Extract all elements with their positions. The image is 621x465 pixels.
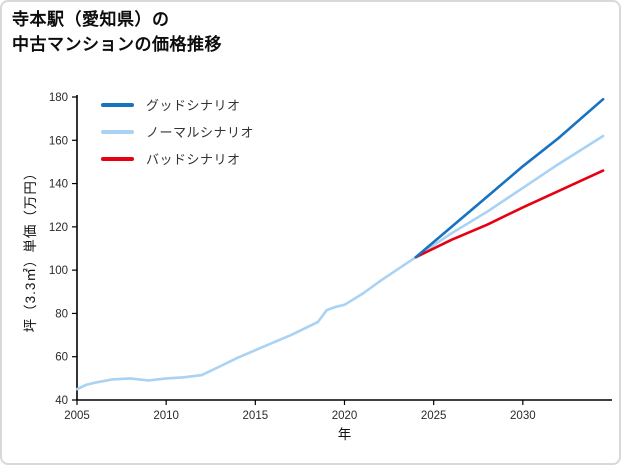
legend-label-bad-scenario: バッドシナリオ [146,152,241,167]
y-tick-label: 40 [55,395,68,407]
legend-item-bad-scenario: バッドシナリオ [101,145,254,172]
x-tick-label: 2010 [153,410,179,422]
legend-label-normal-scenario: ノーマルシナリオ [146,125,255,140]
y-tick-label: 180 [49,92,68,104]
x-tick-label: 2030 [510,410,536,422]
legend-swatch-good-scenario [101,102,134,107]
y-tick-label: 60 [55,352,68,364]
series-line-1 [75,134,605,391]
chart-title-line2: 中古マンションの価格推移 [12,34,222,54]
y-tick-label: 100 [49,265,68,277]
chart-legend: グッドシナリオ ノーマルシナリオ バッドシナリオ [101,91,254,172]
y-tick-label: 140 [49,179,68,191]
legend-label-good-scenario: グッドシナリオ [146,98,241,113]
chart-title-line1: 寺本駅（愛知県）の [12,10,170,29]
x-axis-label: 年 [337,427,352,442]
legend-swatch-normal-scenario [101,129,134,134]
legend-swatch-bad-scenario [101,156,134,161]
chart-title: 寺本駅（愛知県）の 中古マンションの価格推移 [12,8,222,57]
y-tick-label: 160 [49,135,68,147]
y-tick-label: 80 [55,308,68,320]
legend-item-normal-scenario: ノーマルシナリオ [101,118,254,145]
x-tick-label: 2020 [332,410,358,422]
series-line-0 [414,97,605,259]
x-tick-label: 2005 [64,410,90,422]
series-line-2 [414,169,605,259]
legend-item-good-scenario: グッドシナリオ [101,91,254,118]
x-tick-label: 2025 [421,410,447,422]
x-tick-label: 2015 [243,410,269,422]
y-tick-label: 120 [49,222,68,234]
y-axis-label: 坪（3.3㎡）単価（万円） [23,165,38,333]
